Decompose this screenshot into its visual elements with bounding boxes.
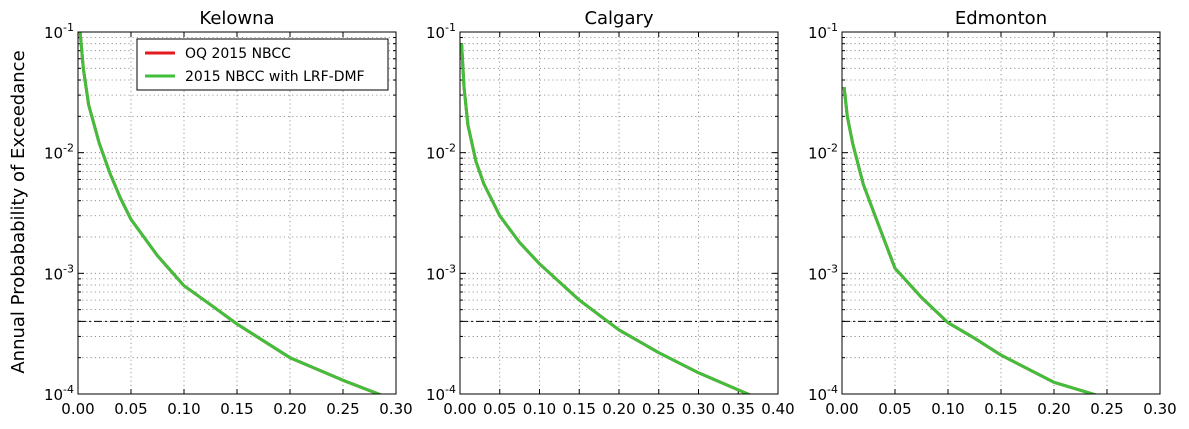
x-tick-label: 0.05 <box>114 400 147 418</box>
y-tick-label: 10-3 <box>426 262 456 283</box>
panel-title: Calgary <box>584 8 653 29</box>
x-tick-label: 0.40 <box>761 400 794 418</box>
y-tick-label: 10-3 <box>808 262 838 283</box>
panel-edmonton: 0.00 0.05 0.10 0.15 0.20 0.25 0.30 10-1 10-2 10-3… <box>808 8 1177 418</box>
x-tick-label: 0.35 <box>722 400 755 418</box>
axes-frame <box>77 31 397 395</box>
x-tick-label: 0.05 <box>878 400 911 418</box>
x-tick-label: 0.15 <box>984 400 1017 418</box>
legend-label: 2015 NBCC with LRF-DMF <box>185 69 365 85</box>
legend-label: OQ 2015 NBCC <box>185 46 291 62</box>
y-tick-label: 10-4 <box>44 383 74 404</box>
panel-kelowna: 0.00 0.05 0.10 0.15 0.20 0.25 0.30 10-1 10-2 10-3… <box>44 8 413 418</box>
x-tick-label: 0.00 <box>61 400 94 418</box>
legend: OQ 2015 NBCC 2015 NBCC with LRF-DMF <box>136 38 389 91</box>
x-tick-label: 0.10 <box>167 400 200 418</box>
panel-title: Edmonton <box>955 8 1047 29</box>
series-line-oq-2015-nbcc <box>460 43 752 394</box>
y-tick-label: 10-1 <box>44 21 74 42</box>
x-tick-label: 0.00 <box>825 400 858 418</box>
x-tick-label: 0.30 <box>682 400 715 418</box>
y-tick-label: 10-4 <box>426 383 456 404</box>
y-tick-label: 10-1 <box>426 21 456 42</box>
y-tick-label: 10-2 <box>426 142 456 163</box>
y-tick-label: 10-3 <box>44 262 74 283</box>
series-line-nbcc-lrf-dmf <box>78 32 383 394</box>
x-tick-label: 0.30 <box>1143 400 1176 418</box>
x-tick-label: 0.30 <box>379 400 412 418</box>
x-tick-label: 0.10 <box>931 400 964 418</box>
x-tick-label: 0.20 <box>273 400 306 418</box>
legend-box <box>136 38 389 91</box>
panel-title: Kelowna <box>199 8 274 29</box>
x-tick-label: 0.20 <box>602 400 635 418</box>
y-axis-label: Annual Probabability of Exceedance <box>8 50 29 373</box>
x-tick-label: 0.10 <box>523 400 556 418</box>
axes-frame <box>841 31 1161 395</box>
x-tick-label: 0.00 <box>443 400 476 418</box>
x-tick-label: 0.15 <box>220 400 253 418</box>
x-tick-label: 0.15 <box>563 400 596 418</box>
y-tick-label: 10-2 <box>44 142 74 163</box>
y-tick-label: 10-2 <box>808 142 838 163</box>
axes-frame <box>459 31 779 395</box>
y-tick-label: 10-4 <box>808 383 838 404</box>
series-line-nbcc-lrf-dmf <box>842 86 1098 394</box>
series-line-nbcc-lrf-dmf <box>460 43 752 394</box>
x-tick-label: 0.25 <box>1090 400 1123 418</box>
x-tick-label: 0.25 <box>642 400 675 418</box>
panel-calgary: 0.00 0.05 0.10 0.15 0.20 0.25 0.30 0.35 0.40 10-1… <box>426 8 795 418</box>
y-tick-label: 10-1 <box>808 21 838 42</box>
x-tick-label: 0.05 <box>483 400 516 418</box>
x-tick-label: 0.20 <box>1037 400 1070 418</box>
x-tick-label: 0.25 <box>326 400 359 418</box>
series-line-oq-2015-nbcc <box>842 86 1098 394</box>
